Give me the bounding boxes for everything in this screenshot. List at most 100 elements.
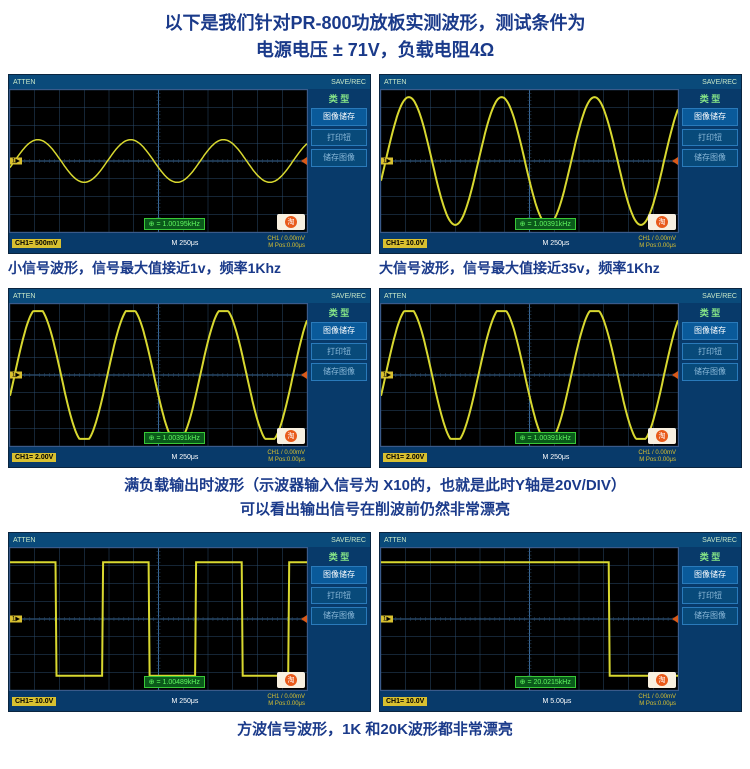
side-btn-print[interactable]: 打印钮 (682, 129, 738, 147)
saverec-label: SAVE/REC (702, 293, 737, 300)
side-btn-saveimg[interactable]: 储存图像 (682, 363, 738, 381)
oscilloscope-panel: ATTEN SAVE/REC 1▶ ⊕ = 1.00195kHz 淘 类 型 图… (8, 74, 371, 254)
waveform-display: 1▶ ⊕ = 1.00391kHz 淘 (9, 303, 308, 447)
scope-side-menu: 类 型 图像储存 打印钮 储存图像 (679, 547, 741, 691)
channel-marker: 1▶ (10, 158, 22, 165)
watermark-stamp: 淘 (277, 428, 305, 444)
scope-side-menu: 类 型 图像储存 打印钮 储存图像 (308, 303, 370, 447)
side-menu-title: 类 型 (311, 550, 367, 563)
trigger-marker-icon (672, 157, 678, 165)
saverec-label: SAVE/REC (331, 537, 366, 544)
scope-topbar: ATTEN SAVE/REC (380, 533, 741, 547)
watermark-stamp: 淘 (648, 672, 676, 688)
channel-scale: CH1= 2.00V (12, 453, 56, 462)
waveform-display: 1▶ ⊕ = 20.0215kHz 淘 (380, 547, 679, 691)
scope-side-menu: 类 型 图像储存 打印钮 储存图像 (308, 547, 370, 691)
timebase-label: M 250μs (171, 454, 198, 461)
brand-label: ATTEN (384, 79, 406, 86)
timebase-label: M 250μs (171, 698, 198, 705)
timebase-label: M 250μs (542, 240, 569, 247)
timebase-label: M 250μs (171, 240, 198, 247)
waveform-display: 1▶ ⊕ = 1.00195kHz 淘 (9, 89, 308, 233)
side-btn-imagesave[interactable]: 图像储存 (682, 322, 738, 340)
oscilloscope-panel: ATTEN SAVE/REC 1▶ ⊕ = 1.00391kHz 淘 类 型 图… (379, 74, 742, 254)
scope-footer: CH1= 500mV M 250μs CH1 / 0.00mVM Pos:0.0… (9, 233, 370, 253)
scope-side-menu: 类 型 图像储存 打印钮 储存图像 (308, 89, 370, 233)
side-btn-saveimg[interactable]: 储存图像 (311, 363, 367, 381)
oscilloscope-panel: ATTEN SAVE/REC 1▶ ⊕ = 1.00391kHz 淘 类 型 图… (8, 288, 371, 468)
side-btn-print[interactable]: 打印钮 (311, 587, 367, 605)
trigger-marker-icon (301, 615, 307, 623)
caption-row-2: 满负载输出时波形（示波器输入信号为 X10的，也就是此时Y轴是20V/DIV）可… (8, 474, 742, 522)
scope-topbar: ATTEN SAVE/REC (9, 533, 370, 547)
frequency-readout: ⊕ = 1.00195kHz (144, 218, 205, 230)
watermark-stamp: 淘 (277, 214, 305, 230)
stamp-icon: 淘 (285, 430, 297, 442)
trigger-marker-icon (672, 371, 678, 379)
side-btn-print[interactable]: 打印钮 (682, 343, 738, 361)
position-readout: CH1 / 0.00mVM Pos:0.00μs (267, 236, 305, 249)
side-menu-title: 类 型 (682, 92, 738, 105)
brand-label: ATTEN (13, 293, 35, 300)
side-menu-title: 类 型 (311, 306, 367, 319)
stamp-icon: 淘 (285, 674, 297, 686)
scope-topbar: ATTEN SAVE/REC (9, 289, 370, 303)
scope-footer: CH1= 10.0V M 250μs CH1 / 0.00mVM Pos:0.0… (9, 691, 370, 711)
brand-label: ATTEN (384, 537, 406, 544)
side-menu-title: 类 型 (682, 306, 738, 319)
oscilloscope-panel: ATTEN SAVE/REC 1▶ ⊕ = 1.00489kHz 淘 类 型 图… (8, 532, 371, 712)
trigger-marker-icon (672, 615, 678, 623)
side-btn-saveimg[interactable]: 储存图像 (311, 149, 367, 167)
channel-scale: CH1= 500mV (12, 239, 61, 248)
timebase-label: M 5.00μs (542, 698, 571, 705)
scope-row-3: ATTEN SAVE/REC 1▶ ⊕ = 1.00489kHz 淘 类 型 图… (8, 532, 742, 712)
scope-footer: CH1= 2.00V M 250μs CH1 / 0.00mVM Pos:0.0… (380, 447, 741, 467)
channel-scale: CH1= 2.00V (383, 453, 427, 462)
brand-label: ATTEN (13, 79, 35, 86)
trigger-marker-icon (301, 371, 307, 379)
scope-topbar: ATTEN SAVE/REC (9, 75, 370, 89)
waveform-display: 1▶ ⊕ = 1.00489kHz 淘 (9, 547, 308, 691)
oscilloscope-panel: ATTEN SAVE/REC 1▶ ⊕ = 1.00391kHz 淘 类 型 图… (379, 288, 742, 468)
saverec-label: SAVE/REC (702, 79, 737, 86)
side-btn-print[interactable]: 打印钮 (682, 587, 738, 605)
side-btn-saveimg[interactable]: 储存图像 (682, 607, 738, 625)
position-readout: CH1 / 0.00mVM Pos:0.00μs (638, 694, 676, 707)
scope-topbar: ATTEN SAVE/REC (380, 75, 741, 89)
side-btn-saveimg[interactable]: 储存图像 (682, 149, 738, 167)
stamp-icon: 淘 (285, 216, 297, 228)
side-btn-imagesave[interactable]: 图像储存 (311, 566, 367, 584)
side-menu-title: 类 型 (682, 550, 738, 563)
frequency-readout: ⊕ = 1.00391kHz (144, 432, 205, 444)
scope-topbar: ATTEN SAVE/REC (380, 289, 741, 303)
side-btn-imagesave[interactable]: 图像储存 (311, 322, 367, 340)
scope-side-menu: 类 型 图像储存 打印钮 储存图像 (679, 303, 741, 447)
watermark-stamp: 淘 (648, 428, 676, 444)
side-btn-saveimg[interactable]: 储存图像 (311, 607, 367, 625)
channel-marker: 1▶ (381, 616, 393, 623)
stamp-icon: 淘 (656, 430, 668, 442)
side-btn-imagesave[interactable]: 图像储存 (682, 108, 738, 126)
scope-footer: CH1= 10.0V M 5.00μs CH1 / 0.00mVM Pos:0.… (380, 691, 741, 711)
channel-scale: CH1= 10.0V (12, 697, 56, 706)
watermark-stamp: 淘 (277, 672, 305, 688)
caption-1-right: 大信号波形，信号最大值接近35v，频率1Khz (379, 258, 742, 278)
stamp-icon: 淘 (656, 216, 668, 228)
saverec-label: SAVE/REC (331, 293, 366, 300)
position-readout: CH1 / 0.00mVM Pos:0.00μs (267, 694, 305, 707)
header-line1: 以下是我们针对PR-800功放板实测波形，测试条件为 (8, 10, 742, 37)
caption-1-left: 小信号波形，信号最大值接近1v，频率1Khz (8, 258, 371, 278)
side-btn-imagesave[interactable]: 图像储存 (311, 108, 367, 126)
saverec-label: SAVE/REC (702, 537, 737, 544)
scope-footer: CH1= 2.00V M 250μs CH1 / 0.00mVM Pos:0.0… (9, 447, 370, 467)
side-btn-imagesave[interactable]: 图像储存 (682, 566, 738, 584)
side-btn-print[interactable]: 打印钮 (311, 129, 367, 147)
waveform-display: 1▶ ⊕ = 1.00391kHz 淘 (380, 89, 679, 233)
timebase-label: M 250μs (542, 454, 569, 461)
channel-marker: 1▶ (10, 616, 22, 623)
side-btn-print[interactable]: 打印钮 (311, 343, 367, 361)
scope-side-menu: 类 型 图像储存 打印钮 储存图像 (679, 89, 741, 233)
frequency-readout: ⊕ = 1.00391kHz (515, 432, 576, 444)
scope-footer: CH1= 10.0V M 250μs CH1 / 0.00mVM Pos:0.0… (380, 233, 741, 253)
position-readout: CH1 / 0.00mVM Pos:0.00μs (267, 450, 305, 463)
